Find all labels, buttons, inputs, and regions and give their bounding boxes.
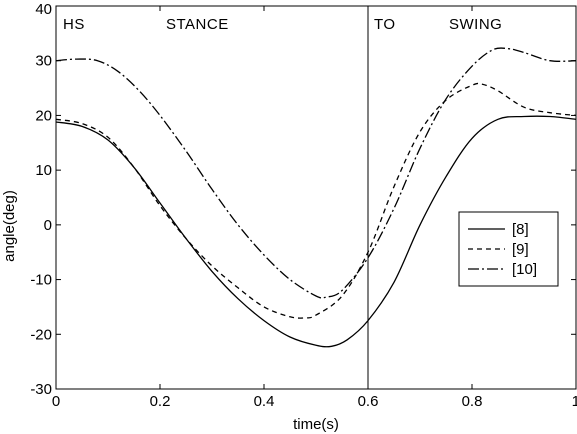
legend-entry: [8] (468, 221, 529, 238)
annotation-to: TO (374, 16, 396, 33)
x-tick-label: 0.2 (150, 393, 171, 410)
x-axis-label: time(s) (293, 416, 339, 433)
y-tick-label: 40 (35, 1, 52, 18)
series-line-1 (55, 115, 577, 348)
legend-entry: [9] (468, 241, 529, 258)
x-tick-label: 0.8 (462, 393, 483, 410)
series-layer (55, 47, 577, 348)
annotation-swing: SWING (449, 16, 502, 33)
y-tick-label: 20 (35, 107, 52, 124)
legend-label: [10] (512, 261, 537, 278)
y-tick-label: -20 (30, 326, 52, 343)
y-tick-label: 0 (44, 217, 52, 234)
legend: [8] [9] [10] (458, 211, 559, 287)
annotation-hs: HS (63, 16, 85, 33)
plot-background (56, 6, 576, 389)
y-tick-label: 10 (35, 162, 52, 179)
x-tick-label: 0.4 (254, 393, 275, 410)
series-line-2 (55, 82, 577, 319)
y-tick-label: 30 (35, 53, 52, 70)
y-tick-label: -10 (30, 272, 52, 289)
plot-area (56, 6, 576, 389)
axes-layer (55, 5, 577, 390)
x-tick-label: 0.6 (358, 393, 379, 410)
y-axis-label: angle(deg) (1, 190, 18, 262)
y-tick-label: -30 (30, 381, 52, 398)
axes-frame (55, 5, 577, 390)
legend-entry: [10] (468, 261, 537, 278)
ticks-layer: 0 0.2 0.4 0.6 0.8 1 -30 -20 -10 0 10 20 30 40 (30, 1, 577, 410)
x-tick-label: 0 (52, 393, 60, 410)
series-line-3 (55, 47, 577, 299)
legend-label: [9] (512, 241, 529, 258)
annotation-stance: STANCE (166, 16, 229, 33)
legend-box (458, 211, 559, 287)
x-tick-label: 1 (572, 393, 577, 410)
legend-label: [8] (512, 221, 529, 238)
